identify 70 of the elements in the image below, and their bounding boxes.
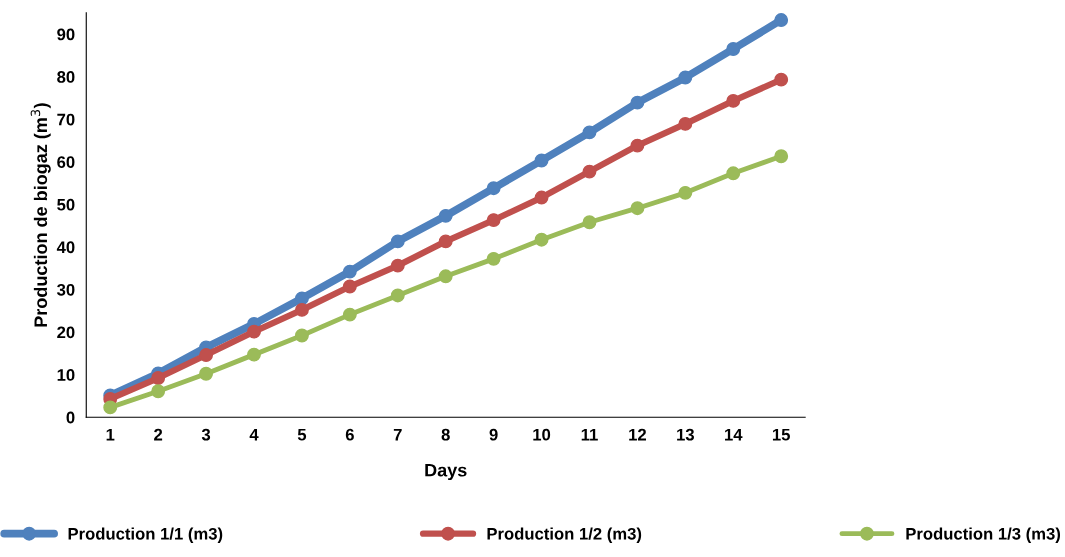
x-tick-label: 10 xyxy=(533,428,551,441)
point xyxy=(247,347,261,362)
point xyxy=(438,234,453,249)
point xyxy=(294,302,309,317)
y-axis-title: Production de biogaz (m$^{3}$) xyxy=(30,103,51,327)
x-tick-label: 8 xyxy=(441,428,450,441)
x-tick-label: 14 xyxy=(725,428,743,441)
x-tick-label: 4 xyxy=(249,428,259,441)
x-tick-label: 2 xyxy=(154,428,163,441)
point xyxy=(486,181,501,196)
point xyxy=(678,116,693,131)
point xyxy=(438,208,453,223)
y-tick-label: 60 xyxy=(57,156,75,168)
point xyxy=(199,348,214,362)
point xyxy=(582,164,597,179)
point xyxy=(678,70,693,85)
legend-label: Production 1/2 (m3) xyxy=(487,527,642,543)
point xyxy=(438,269,453,284)
point xyxy=(151,384,166,399)
point xyxy=(726,93,741,108)
point xyxy=(678,185,693,200)
point xyxy=(247,324,261,339)
y-tick-label: 80 xyxy=(57,71,75,83)
x-tick-label: 6 xyxy=(345,428,354,441)
y-tick-label: 50 xyxy=(57,198,75,211)
point xyxy=(534,232,549,247)
x-tick-label: 5 xyxy=(297,428,307,441)
point xyxy=(774,13,789,27)
x-tick-label: 15 xyxy=(772,428,790,441)
point xyxy=(342,307,357,322)
y-tick-label: 30 xyxy=(57,283,75,296)
x-tick-label: 3 xyxy=(201,428,211,441)
point xyxy=(774,149,789,164)
point xyxy=(390,234,405,249)
point xyxy=(294,328,309,343)
y-tick-label: 0 xyxy=(66,411,75,424)
point xyxy=(582,215,597,230)
point xyxy=(630,138,645,153)
point xyxy=(390,288,405,303)
legend-label: Production 1/1 (m3) xyxy=(68,527,223,543)
point xyxy=(534,190,549,205)
point xyxy=(103,400,118,415)
point xyxy=(726,166,741,181)
x-axis-title: Days xyxy=(425,463,467,481)
y-tick-label: 10 xyxy=(57,369,75,381)
point xyxy=(151,371,166,385)
x-tick-label: 7 xyxy=(393,428,402,441)
point xyxy=(534,153,549,168)
point xyxy=(486,251,501,266)
y-tick-label: 70 xyxy=(57,113,75,126)
y-tick-label: 20 xyxy=(57,326,75,339)
point xyxy=(630,95,645,110)
point xyxy=(774,72,789,87)
x-tick-label: 13 xyxy=(677,428,694,441)
x-tick-label: 11 xyxy=(581,428,598,441)
point xyxy=(486,213,501,228)
point xyxy=(342,264,357,279)
point xyxy=(630,201,645,216)
x-tick-label: 1 xyxy=(106,428,115,441)
y-tick-label: 90 xyxy=(57,28,75,41)
x-tick-label: 12 xyxy=(629,428,647,441)
legend-label: Production 1/3 (m3) xyxy=(906,527,1061,543)
point xyxy=(726,42,741,56)
point xyxy=(390,258,405,273)
point xyxy=(294,291,309,306)
point xyxy=(582,125,597,140)
x-tick-label: 9 xyxy=(489,428,498,441)
point xyxy=(342,279,357,294)
y-tick-label: 40 xyxy=(56,241,75,254)
point xyxy=(199,366,214,381)
